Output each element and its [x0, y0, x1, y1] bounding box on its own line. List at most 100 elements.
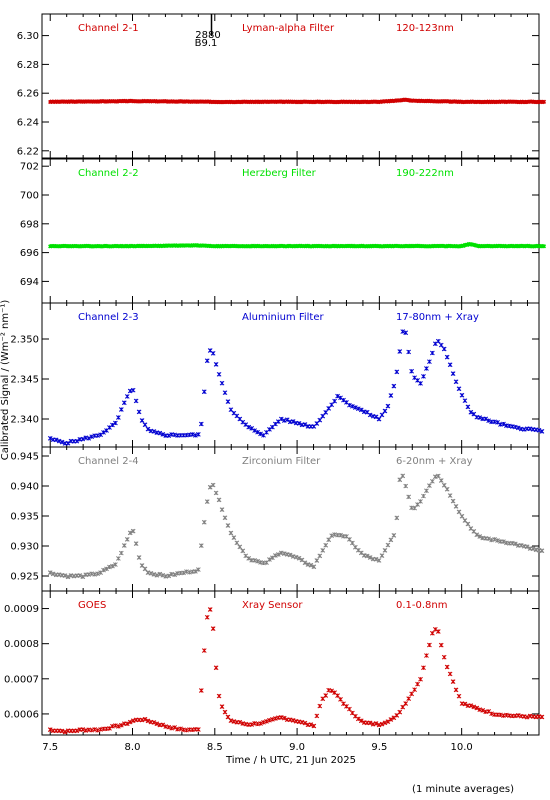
data-point: [142, 566, 148, 572]
data-point: [350, 540, 355, 546]
data-point: [465, 404, 471, 410]
data-point: [456, 386, 462, 392]
panel-band-label: 0.1-0.8nm: [396, 600, 448, 611]
data-point: [406, 349, 412, 355]
data-point: [541, 244, 547, 249]
data-point: [462, 398, 468, 404]
data-point: [388, 537, 394, 543]
data-point: [201, 389, 207, 395]
data-point: [151, 429, 157, 434]
y-tick-label: 0.940: [10, 482, 39, 493]
data-point: [110, 563, 115, 569]
data-point: [427, 359, 432, 365]
data-point: [207, 607, 213, 612]
data-point: [267, 427, 272, 432]
data-point: [284, 417, 290, 423]
data-point: [486, 536, 491, 542]
data-point: [477, 415, 483, 420]
panel-band-label: 6-20nm + Xray: [396, 456, 473, 467]
data-point: [320, 548, 326, 553]
data-point: [166, 573, 172, 579]
chart-panels: 6.22 6.24 6.26 6.28 6.30 Channel 2-1 Lyman-alp…: [4, 13, 547, 753]
data-point: [427, 642, 432, 648]
data-point: [358, 718, 364, 724]
data-point: [453, 687, 459, 693]
data-point: [432, 626, 438, 632]
data-point: [264, 718, 269, 724]
panel-1: 6.22 6.24 6.26 6.28 6.30 Channel 2-1 Lyman-alp…: [17, 13, 547, 159]
data-point: [367, 412, 373, 418]
data-point: [228, 530, 234, 536]
data-point: [62, 573, 68, 578]
data-point: [157, 571, 163, 577]
y-tick-label: 2.350: [10, 335, 39, 346]
data-point: [234, 540, 240, 546]
data-point: [388, 393, 394, 398]
data-point: [450, 498, 456, 504]
data-point: [444, 354, 450, 360]
series-points: [47, 473, 545, 580]
y-tick-label: 6.28: [17, 60, 39, 71]
data-point: [435, 629, 441, 634]
y-tick-label: 0.0007: [4, 674, 39, 685]
data-point: [231, 535, 237, 541]
panel-5: 0.0006 0.0007 0.0008 0.0009 GOES Xray Sensor 0…: [4, 590, 545, 736]
panel-channel-label: Channel 2-1: [78, 23, 139, 34]
data-point: [391, 533, 397, 538]
data-point: [204, 358, 210, 364]
data-point: [172, 572, 177, 578]
panel-channel-label: Channel 2-2: [78, 168, 139, 179]
data-point: [65, 574, 71, 580]
x-tick-label: 9.0: [289, 742, 305, 753]
data-point: [355, 716, 361, 722]
data-point: [278, 416, 284, 422]
data-point: [80, 574, 86, 580]
data-point: [133, 541, 139, 546]
data-point: [216, 497, 222, 503]
panel-channel-label: GOES: [78, 600, 106, 611]
y-tick-label: 0.930: [10, 542, 39, 553]
data-point: [270, 555, 275, 561]
data-point: [382, 408, 388, 414]
data-point: [216, 693, 222, 699]
data-point: [213, 362, 219, 367]
data-point: [347, 402, 352, 408]
data-point: [314, 713, 320, 719]
data-point: [56, 438, 62, 444]
data-point: [459, 392, 465, 398]
data-point: [388, 717, 394, 722]
data-point: [255, 558, 260, 564]
series-points: [47, 607, 545, 735]
y-tick-label: 0.0009: [4, 604, 39, 615]
y-tick-label: 2.340: [10, 415, 39, 426]
panel-filter-label: Lyman-alpha Filter: [242, 23, 335, 34]
data-point: [394, 369, 400, 375]
x-tick-label: 7.5: [42, 742, 58, 753]
data-point: [418, 499, 423, 504]
data-point: [160, 722, 166, 728]
data-point: [198, 421, 204, 427]
data-point: [142, 422, 148, 428]
data-point: [495, 538, 500, 543]
y-tick-label: 698: [20, 219, 39, 230]
data-point: [329, 533, 334, 539]
data-point: [124, 721, 130, 727]
data-point: [240, 548, 246, 554]
data-point: [145, 426, 151, 432]
data-point: [424, 653, 429, 658]
data-point: [477, 534, 483, 539]
data-point: [210, 482, 216, 488]
data-point: [323, 693, 329, 698]
series-points: [48, 97, 547, 105]
data-point: [190, 432, 195, 437]
data-point: [403, 483, 409, 489]
data-point: [421, 373, 426, 379]
data-point: [539, 429, 545, 434]
y-tick-label: 6.24: [17, 118, 39, 129]
panel-4: 0.925 0.930 0.935 0.940 0.945 Channel 2-4 Zirc…: [10, 446, 545, 592]
data-point: [441, 482, 447, 488]
data-point: [385, 719, 391, 724]
footnote: (1 minute averages): [412, 784, 514, 795]
data-point: [195, 727, 201, 732]
data-point: [290, 419, 296, 424]
